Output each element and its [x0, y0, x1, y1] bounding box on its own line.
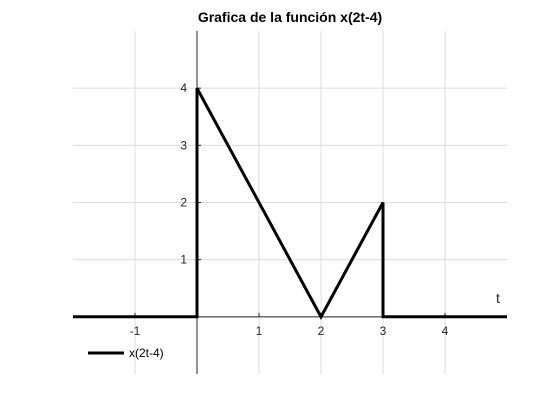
chart-title: Grafica de la función x(2t-4): [198, 9, 382, 25]
y-tick-label: 1: [180, 253, 187, 267]
y-tick-label: 3: [180, 138, 187, 152]
legend: x(2t-4): [88, 346, 164, 360]
y-tick-label: 4: [180, 81, 187, 95]
x-tick-label: 3: [380, 324, 387, 338]
series-lines: [73, 87, 507, 320]
x-axis-label: t: [496, 290, 500, 306]
x-tick-label: 2: [318, 324, 325, 338]
tick-labels: -1 1 2 3 4 1 2 3 4: [130, 81, 449, 338]
x-tick-label: -1: [130, 324, 141, 338]
x-tick-label: 1: [256, 324, 263, 338]
series-line: [73, 87, 507, 320]
y-tick-label: 2: [180, 196, 187, 210]
x-tick-label: 4: [442, 324, 449, 338]
legend-entry: x(2t-4): [129, 346, 164, 360]
